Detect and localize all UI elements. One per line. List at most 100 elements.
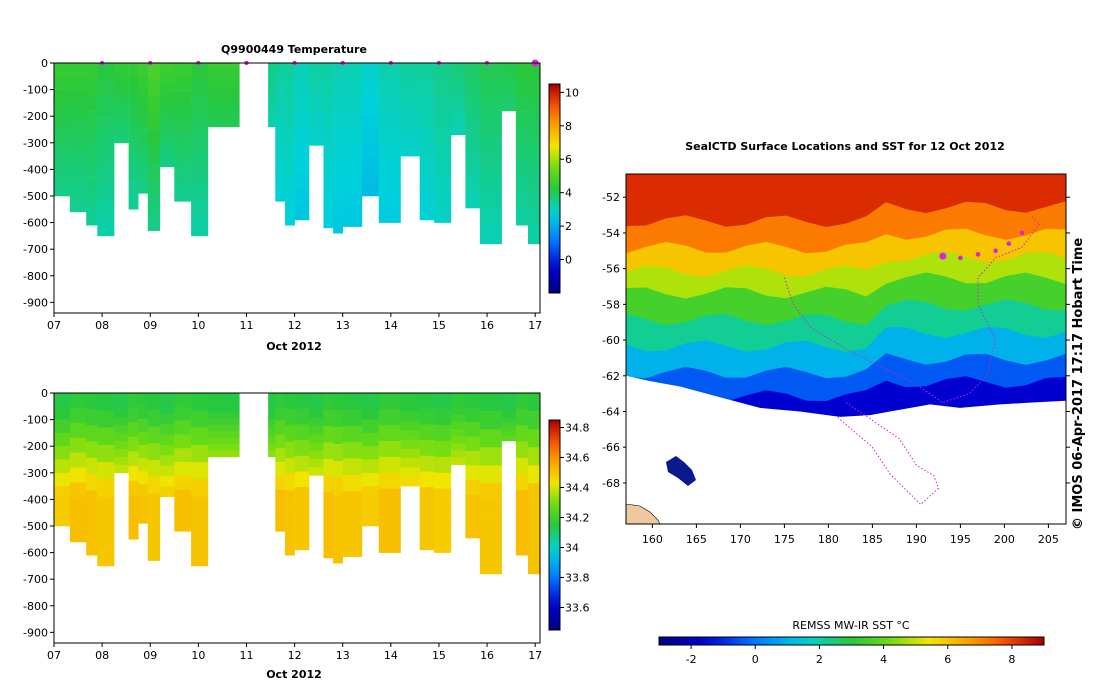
profile-cell: [451, 63, 466, 71]
profile-cell: [54, 512, 71, 527]
profile-cell: [451, 421, 466, 430]
profile-cell: [268, 424, 276, 432]
profile-cell: [451, 98, 466, 107]
profile-cell: [465, 393, 481, 408]
profile-cell: [528, 153, 541, 172]
profile-cell: [128, 136, 139, 151]
profile-cell: [69, 63, 87, 79]
salinity-profiles: [54, 393, 541, 575]
profile-cell: [114, 110, 129, 120]
profile-cell: [275, 462, 286, 477]
profile-cell: [400, 137, 420, 148]
y-tick-label: -600: [23, 217, 48, 230]
x-tick-label: 10: [191, 649, 205, 662]
profile-cell: [159, 104, 175, 116]
profile-cell: [69, 393, 87, 409]
y-tick-label: -500: [23, 520, 48, 533]
profile-cell: [309, 426, 324, 435]
profile-cell: [465, 150, 481, 165]
profile-cell: [191, 444, 209, 463]
profile-cell: [294, 471, 310, 488]
profile-cell: [285, 160, 295, 177]
profile-cell: [378, 190, 401, 207]
profile-cell: [285, 393, 295, 410]
profile-cell: [342, 409, 363, 427]
profile-cell: [147, 180, 161, 198]
profile-cell: [333, 80, 343, 98]
profile-cell: [54, 419, 71, 434]
profile-cell: [309, 104, 324, 113]
profile-cell: [159, 94, 175, 105]
profile-cell: [208, 393, 240, 400]
profile-cell: [323, 442, 334, 460]
profile-cell: [515, 192, 529, 210]
profile-cell: [268, 101, 276, 108]
profile-cell: [294, 110, 310, 127]
profile-cell: [285, 539, 295, 556]
profile-cell: [86, 539, 98, 556]
profile-cell: [309, 87, 324, 97]
profile-cell: [342, 393, 363, 410]
profile-cell: [378, 520, 401, 537]
profile-cell: [268, 63, 276, 70]
profile-cell: [342, 144, 363, 162]
profile-cell: [528, 411, 541, 430]
profile-cell: [434, 142, 452, 160]
profile-cell: [147, 130, 161, 148]
profile-cell: [400, 146, 420, 157]
profile-cell: [400, 448, 420, 459]
profile-cell: [342, 507, 363, 525]
y-tick-label: -200: [23, 440, 48, 453]
colorbar-tick-label: 34.6: [565, 452, 590, 465]
profile-cell: [174, 517, 192, 532]
profile-cell: [465, 179, 481, 194]
profile-cell: [174, 159, 192, 174]
profile-cell: [434, 79, 452, 96]
profile-cell: [294, 518, 310, 535]
profile-cell: [54, 486, 71, 500]
profile-cell: [268, 418, 276, 426]
profile-cell: [97, 444, 115, 463]
profile-cell: [501, 416, 517, 422]
profile-cell: [208, 101, 240, 108]
profile-cell: [54, 459, 71, 474]
profile-cell: [174, 173, 192, 188]
profile-cell: [309, 401, 324, 410]
profile-cell: [479, 465, 502, 484]
profile-cell: [323, 491, 334, 509]
profile-cell: [323, 161, 334, 179]
profile-cell: [465, 164, 481, 180]
profile-cell: [128, 194, 139, 210]
profile-cell: [114, 456, 129, 466]
profile-cell: [342, 458, 363, 476]
profile-cell: [419, 94, 435, 111]
profile-cell: [54, 116, 71, 130]
profile-cell: [128, 451, 139, 467]
x-tick-label: 12: [288, 649, 302, 662]
profile-cell: [128, 165, 139, 181]
profile-cell: [191, 218, 209, 237]
colorbar-tick-label: 2: [565, 220, 572, 233]
profile-cell: [208, 431, 240, 438]
profile-cell: [362, 499, 380, 513]
profile-cell: [138, 167, 149, 181]
profile-cell: [147, 393, 161, 411]
profile-cell: [69, 167, 87, 183]
profile-cell: [128, 436, 139, 452]
ctd-location: [1019, 230, 1025, 236]
profile-cell: [294, 141, 310, 158]
profile-cell: [434, 174, 452, 191]
profile-cell: [378, 393, 401, 410]
profile-cell: [86, 522, 98, 540]
profile-cell: [501, 397, 517, 403]
profile-cell: [451, 77, 466, 85]
profile-cell: [97, 184, 115, 202]
profile-cell: [342, 442, 363, 459]
profile-cell: [86, 457, 98, 475]
profile-cell: [419, 172, 435, 189]
profile-cell: [342, 491, 363, 508]
profile-cell: [528, 393, 541, 412]
antarctic-ice-region: [626, 375, 1066, 524]
x-tick-label: 09: [143, 319, 157, 332]
profile-cell: [309, 450, 324, 460]
